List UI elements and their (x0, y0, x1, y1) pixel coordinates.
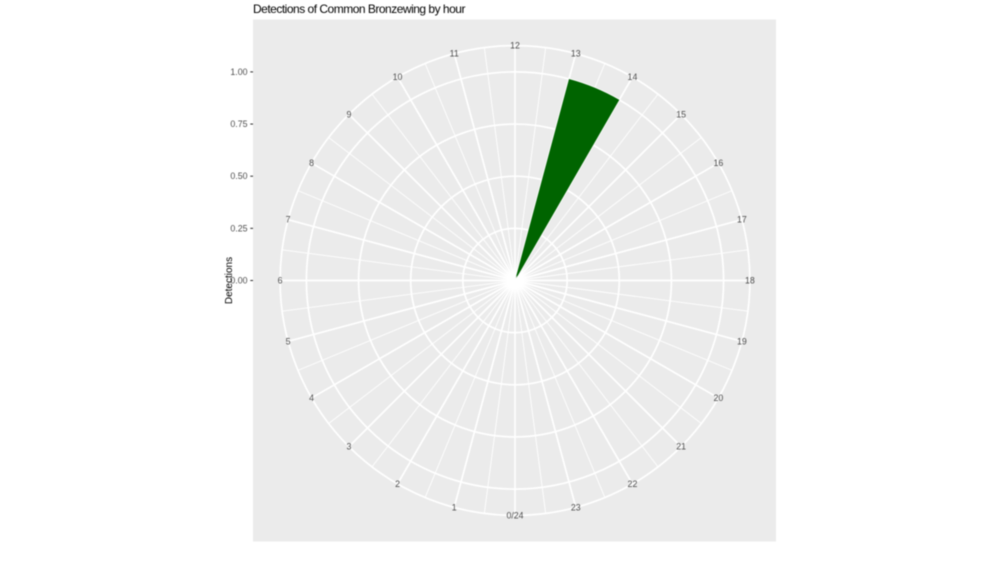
svg-text:18: 18 (745, 276, 755, 286)
svg-text:9: 9 (346, 109, 351, 119)
svg-text:6: 6 (278, 276, 283, 286)
svg-text:0.50: 0.50 (230, 171, 247, 181)
svg-text:11: 11 (450, 49, 459, 59)
svg-text:0.00: 0.00 (230, 276, 247, 286)
svg-text:15: 15 (676, 109, 686, 119)
svg-text:7: 7 (286, 215, 291, 225)
svg-text:1: 1 (452, 502, 457, 512)
svg-text:8: 8 (309, 158, 314, 168)
svg-text:3: 3 (346, 442, 351, 452)
svg-text:17: 17 (737, 215, 747, 225)
svg-text:13: 13 (571, 49, 581, 59)
svg-text:2: 2 (395, 479, 400, 489)
svg-text:1.00: 1.00 (230, 67, 247, 77)
svg-text:23: 23 (571, 502, 581, 512)
svg-text:12: 12 (510, 41, 520, 51)
svg-text:5: 5 (286, 336, 291, 346)
svg-text:19: 19 (737, 336, 747, 346)
svg-text:21: 21 (676, 442, 686, 452)
svg-text:16: 16 (714, 158, 724, 168)
svg-text:0.75: 0.75 (230, 119, 247, 129)
svg-text:0/24: 0/24 (506, 510, 523, 520)
svg-text:14: 14 (628, 72, 638, 82)
svg-text:20: 20 (714, 393, 724, 403)
svg-text:10: 10 (393, 72, 403, 82)
svg-text:0.25: 0.25 (230, 223, 247, 233)
svg-text:22: 22 (628, 479, 638, 489)
svg-text:4: 4 (309, 393, 314, 403)
svg-text:Detections of Common Bronzewin: Detections of Common Bronzewing by hour (253, 2, 465, 16)
svg-text:Detections: Detections (224, 257, 235, 304)
